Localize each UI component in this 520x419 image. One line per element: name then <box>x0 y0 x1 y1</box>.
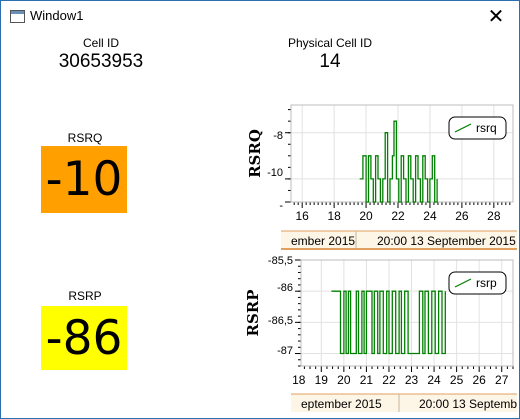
plot-border <box>290 104 514 203</box>
x-tick-label: 22 <box>382 373 396 387</box>
rsrq-chart: -8 -10 - 16 18 20 22 24 26 28 RSRQ rsrq ember 2015 20… <box>246 104 517 250</box>
date-label: ember 2015 <box>291 234 355 248</box>
rsrp-value-box: -86 <box>41 306 127 370</box>
x-tick-label: 18 <box>327 209 341 223</box>
rsrp-label: RSRP <box>68 289 102 303</box>
series-line-rsrp <box>331 290 446 355</box>
legend-swatch <box>454 278 472 288</box>
window-title: Window1 <box>30 8 84 23</box>
y-tick-label: -10 <box>267 167 283 179</box>
legend-box <box>448 116 507 140</box>
x-tick-label: 26 <box>455 209 469 223</box>
legend-label: rsrq <box>476 121 497 135</box>
pci-value: 14 <box>319 51 341 72</box>
date-label: 20:00 13 September 2015 <box>377 234 516 248</box>
y-axis-title: RSRP <box>244 289 262 336</box>
date-band <box>291 394 517 412</box>
legend-label: rsrp <box>476 276 497 290</box>
y-tick-label: -86 <box>277 282 293 294</box>
rsrq-value-box: -10 <box>41 146 127 213</box>
x-tick-label: 20 <box>359 209 373 223</box>
window-icon <box>10 10 25 23</box>
x-tick-label: 22 <box>391 209 405 223</box>
rsrq-label: RSRQ <box>67 131 103 145</box>
y-tick-label: - <box>279 200 283 212</box>
x-tick-label: 19 <box>315 373 329 387</box>
cell-id-label: Cell ID <box>82 36 119 50</box>
x-tick-label: 28 <box>487 209 501 223</box>
plot-border <box>300 259 514 367</box>
x-tick-label: 16 <box>296 209 310 223</box>
x-tick-label: 18 <box>292 373 306 387</box>
legend-box <box>448 271 507 295</box>
y-tick-label: -86,5 <box>268 315 293 327</box>
x-tick-label: 21 <box>360 373 374 387</box>
x-tick-label: 24 <box>423 209 437 223</box>
y-tick-label: -87 <box>277 345 293 357</box>
legend-swatch <box>454 123 472 133</box>
date-band <box>281 231 517 249</box>
title-bar[interactable]: Window1 ✕ <box>1 1 519 31</box>
x-tick-label: 23 <box>405 373 419 387</box>
y-tick-label: -85,5 <box>268 255 293 267</box>
x-tick-label: 27 <box>495 373 509 387</box>
series-line-rsrq <box>359 120 438 203</box>
close-button[interactable]: ✕ <box>487 4 505 28</box>
y-tick-label: -8 <box>273 130 283 142</box>
rsrp-chart: -85,5 -86 -86,5 -87 18 19 20 21 22 23 24 25 26 27 RSRP… <box>244 255 517 412</box>
x-tick-label: 20 <box>337 373 351 387</box>
x-tick-label: 26 <box>472 373 486 387</box>
pci-label: Physical Cell ID <box>287 36 373 50</box>
date-label: eptember 2015 <box>301 397 382 411</box>
date-label: 20:00 13 Septembe <box>419 397 517 411</box>
x-tick-label: 25 <box>450 373 464 387</box>
x-tick-label: 24 <box>427 373 441 387</box>
y-axis-title: RSRQ <box>246 129 264 178</box>
cell-id-value: 30653953 <box>58 51 144 72</box>
